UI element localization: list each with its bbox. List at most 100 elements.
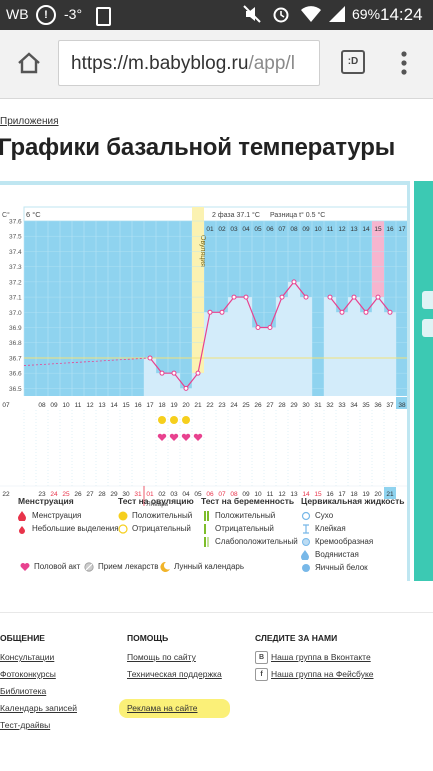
temperature-bar	[228, 297, 240, 396]
temperature-point	[207, 309, 213, 315]
cycle-day-label: 09	[50, 402, 58, 409]
side-panel-handle[interactable]	[422, 291, 433, 309]
intercourse-heart	[193, 433, 203, 441]
url-field[interactable]: https://m.babyblog.ru/app/l	[58, 40, 320, 86]
date-label: 26	[74, 491, 82, 498]
date-label: 02	[158, 491, 166, 498]
date-label: 28	[98, 491, 106, 498]
phase-day-label: 08	[290, 226, 298, 233]
vk-group-link[interactable]: В Наша группа в Вконтакте	[255, 651, 374, 669]
date-label: 03	[170, 491, 178, 498]
date-label: 04	[182, 491, 190, 498]
temperature-bar	[144, 357, 156, 396]
intercourse-heart	[157, 433, 167, 441]
footer-link[interactable]: Помощь по сайту	[127, 652, 196, 662]
phase-day-label: 05	[254, 226, 262, 233]
temperature-line	[149, 280, 307, 390]
temperature-bar	[300, 297, 312, 396]
cycle-day-label: 28	[278, 402, 286, 409]
footer-link[interactable]: Консультации	[0, 652, 55, 662]
phase-day-label: 02	[218, 226, 226, 233]
signal-icon	[327, 5, 347, 26]
temperature-bar	[240, 297, 252, 396]
breadcrumb-apps[interactable]: Приложения	[0, 116, 59, 127]
legend-menstruation: Менструация Менструация Небольшие выделе…	[18, 496, 119, 537]
wifi-icon	[300, 5, 322, 26]
y-tick-label: 36.5	[9, 386, 22, 393]
y-tick-label: 36.7	[9, 355, 22, 362]
current-date-cell	[384, 487, 396, 499]
footer-link[interactable]: Техническая поддержка	[127, 669, 222, 679]
footer-link-advertising[interactable]: Реклама на сайте	[119, 699, 230, 720]
temperature-point	[147, 355, 153, 361]
legend-item: Сухо	[301, 511, 404, 524]
footer-heading: ПОМОЩЬ	[127, 633, 169, 643]
cycle-day-label: 21	[194, 402, 202, 409]
page-title: Графики базальной температуры	[0, 134, 396, 161]
side-panel-tab[interactable]	[414, 181, 433, 581]
legend-item: Прием лекарств	[84, 562, 158, 572]
phase-day-label: 04	[242, 226, 250, 233]
cycle-day-label: 19	[170, 402, 178, 409]
y-tick-label: 36.9	[9, 325, 22, 332]
temperature-point	[303, 294, 309, 300]
phase-day-label: 03	[230, 226, 238, 233]
temperature-point	[159, 370, 165, 376]
cycle-day-label: 18	[158, 402, 166, 409]
cycle-day-label: 07	[2, 402, 10, 409]
temperature-bar	[276, 297, 288, 396]
test-strip-icon	[201, 511, 211, 524]
date-label: 01	[146, 491, 154, 498]
heart-icon	[20, 562, 30, 573]
phase-day-label: 01	[206, 226, 214, 233]
side-panel-handle[interactable]	[422, 319, 433, 337]
dashed-trend-line	[23, 357, 151, 366]
footer-heading: СЛЕДИТЕ ЗА НАМИ	[255, 633, 338, 643]
temperature-point	[279, 294, 285, 300]
cycle-day-label: 24	[230, 402, 238, 409]
home-icon[interactable]	[16, 50, 42, 81]
facebook-group-link[interactable]: f Наша группа на Фейсбуке	[255, 668, 374, 686]
header-first-phase: 6 °С	[26, 210, 41, 219]
more-options-icon[interactable]	[399, 50, 409, 81]
date-label: 24	[50, 491, 58, 498]
temperature-bar	[204, 312, 216, 396]
legend-item: Водянистая	[301, 550, 404, 563]
phase-day-label: 11	[327, 226, 334, 233]
moon-icon	[160, 561, 170, 574]
date-label: 22	[2, 491, 10, 498]
date-label: 19	[362, 491, 370, 498]
temperature-bar	[372, 297, 384, 396]
cycle-day-label: 12	[86, 402, 94, 409]
legend-item: Положительный	[201, 511, 298, 524]
date-label: 14	[302, 491, 310, 498]
footer-help: ПОМОЩЬ Помощь по сайту Техническая подде…	[119, 633, 230, 720]
chart-legend: Менструация Менструация Небольшие выделе…	[18, 496, 408, 576]
legend-pregnancy-test: Тест на беременность Положительный Отриц…	[201, 496, 298, 550]
temperature-bar	[360, 312, 372, 396]
bbt-chart[interactable]: С° 6 °С 2 фаза 37.1 °С Разница t° 0.5 °С Ову…	[0, 185, 407, 581]
footer-link[interactable]: Календарь записей	[0, 703, 77, 713]
phase-day-label: 09	[302, 226, 310, 233]
y-tick-label: 37.5	[9, 234, 22, 241]
cycle-day-label: 33	[338, 402, 346, 409]
footer-link[interactable]: Фотоконкурсы	[0, 669, 56, 679]
footer-link[interactable]: Тест-драйвы	[0, 720, 51, 730]
legend-heading: Тест на овуляцию	[118, 496, 194, 506]
temperature-point	[255, 325, 261, 331]
creamy-icon	[301, 537, 311, 550]
cycle-day-label: 20	[182, 402, 190, 409]
cycle-day-label: 38	[398, 402, 406, 409]
temperature-bar	[348, 297, 360, 396]
header-phase-label: 2 фаза 37.1 °С	[212, 211, 260, 219]
cycle-day-label: 30	[302, 402, 310, 409]
test-strip-icon	[201, 537, 211, 550]
cycle-day-label: 14	[110, 402, 118, 409]
browser-toolbar: https://m.babyblog.ru/app/l :D	[0, 30, 433, 99]
temperature-bar	[324, 297, 336, 396]
clipboard-icon	[96, 7, 111, 26]
footer-link[interactable]: Библиотека	[0, 686, 47, 696]
cycle-day-label: 36	[374, 402, 382, 409]
tabs-count: :D	[347, 56, 359, 67]
tabs-button[interactable]: :D	[341, 50, 365, 74]
